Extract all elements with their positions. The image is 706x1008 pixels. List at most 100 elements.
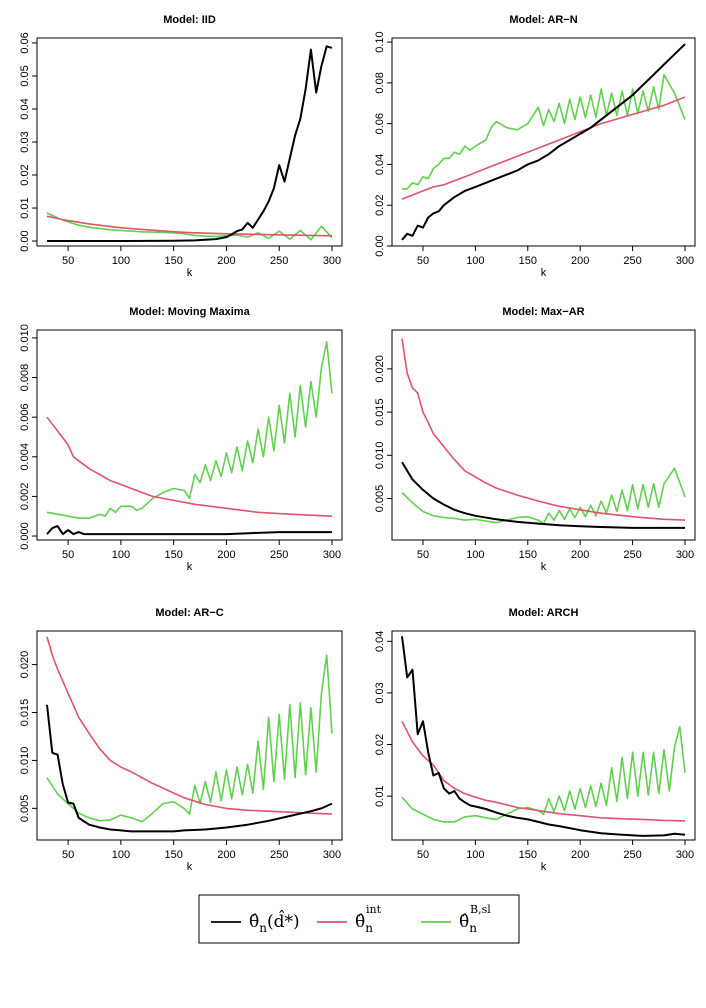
plot-frame <box>391 630 696 841</box>
x-axis-label: k <box>187 861 193 873</box>
y-tick-label: 0.020 <box>19 651 31 679</box>
y-tick-label: 0.008 <box>19 364 31 392</box>
y-tick-label: 0.04 <box>374 154 386 175</box>
y-tick-label: 0.02 <box>19 164 31 185</box>
series-line-red <box>46 215 333 237</box>
x-tick-label: 50 <box>417 549 429 561</box>
legend-label-black: θ̂n(d̂*) <box>249 910 300 935</box>
chart-panel-2: Model: AR−N 50 100 150 200 250 300 k 0.00 0.02 0.0… <box>374 14 696 279</box>
panel-title: Model: IID <box>163 14 216 26</box>
legend-sup-green: B,sl <box>470 903 491 916</box>
x-axis-label: k <box>541 267 547 279</box>
panel-title: Model: Max−AR <box>502 306 584 318</box>
plot-frame <box>36 37 343 247</box>
y-tick-label: 0.02 <box>374 195 386 216</box>
legend-label-green: θ̂n <box>459 912 477 935</box>
y-tick-label: 0.00 <box>19 230 31 251</box>
panel-title: Model: ARCH <box>509 607 579 619</box>
x-tick-label: 300 <box>323 255 341 267</box>
x-tick-label: 300 <box>323 849 341 861</box>
y-tick-label: 0.05 <box>19 65 31 86</box>
plot-frame <box>36 630 343 841</box>
x-tick-label: 100 <box>112 849 130 861</box>
series-line-red <box>46 636 333 815</box>
series-line-red <box>401 338 686 521</box>
x-tick-label: 300 <box>323 549 341 561</box>
y-tick-label: 0.004 <box>19 443 31 471</box>
series-line-black <box>46 704 333 833</box>
x-tick-label: 250 <box>270 549 288 561</box>
y-tick-label: 0.00 <box>374 235 386 256</box>
x-tick-label: 250 <box>623 255 641 267</box>
y-tick-label: 0.02 <box>374 734 386 755</box>
y-tick-label: 0.015 <box>19 699 31 727</box>
y-tick-label: 0.06 <box>19 32 31 53</box>
y-tick-label: 0.04 <box>374 631 386 652</box>
x-tick-label: 200 <box>571 549 589 561</box>
y-tick-label: 0.10 <box>374 31 386 52</box>
series-line-green <box>401 725 686 823</box>
y-tick-label: 0.06 <box>374 113 386 134</box>
x-tick-label: 200 <box>571 849 589 861</box>
y-tick-label: 0.010 <box>19 324 31 352</box>
x-tick-label: 100 <box>466 849 484 861</box>
y-tick-label: 0.03 <box>19 131 31 152</box>
series-line-black <box>401 636 686 837</box>
chart-panel-1: Model: IID 50 100 150 200 250 300 k 0.00 0.01 0.02… <box>19 14 343 279</box>
series-line-red <box>401 720 686 822</box>
x-tick-label: 50 <box>62 849 74 861</box>
x-tick-label: 150 <box>164 255 182 267</box>
x-tick-label: 150 <box>164 549 182 561</box>
x-tick-label: 300 <box>676 849 694 861</box>
x-axis-label: k <box>187 267 193 279</box>
x-axis-label: k <box>541 861 547 873</box>
x-tick-label: 250 <box>270 255 288 267</box>
y-tick-label: 0.04 <box>19 98 31 119</box>
series-line-green <box>401 467 686 525</box>
y-tick-label: 0.005 <box>19 795 31 823</box>
x-tick-label: 100 <box>466 255 484 267</box>
panel-title: Model: AR−N <box>509 14 577 26</box>
series-line-green <box>46 654 333 823</box>
x-tick-label: 200 <box>217 849 235 861</box>
x-tick-label: 200 <box>217 549 235 561</box>
x-tick-label: 50 <box>62 255 74 267</box>
series-line-red <box>46 416 333 517</box>
y-tick-label: 0.006 <box>19 403 31 431</box>
x-tick-label: 50 <box>417 849 429 861</box>
chart-panel-4: Model: Max−AR 50 100 150 200 250 300 k 0.005 0.01… <box>374 306 696 573</box>
x-tick-label: 50 <box>417 255 429 267</box>
y-tick-label: 0.020 <box>374 355 386 383</box>
legend-sup-red: int <box>366 903 382 916</box>
x-tick-label: 150 <box>519 255 537 267</box>
x-tick-label: 300 <box>676 549 694 561</box>
plot-frame <box>391 329 696 541</box>
panel-title: Model: AR−C <box>155 607 223 619</box>
series-line-black <box>401 43 686 241</box>
chart-panel-5: Model: AR−C 50 100 150 200 250 300 k 0.005 0.010 0… <box>19 607 343 873</box>
x-tick-label: 250 <box>623 849 641 861</box>
x-tick-label: 150 <box>519 549 537 561</box>
y-tick-label: 0.01 <box>374 785 386 806</box>
series-line-black <box>46 525 332 536</box>
panel-title: Model: Moving Maxima <box>129 306 250 318</box>
y-tick-label: 0.015 <box>374 398 386 426</box>
x-tick-label: 300 <box>676 255 694 267</box>
x-tick-label: 100 <box>112 549 130 561</box>
y-tick-label: 0.000 <box>19 522 31 550</box>
x-tick-label: 200 <box>571 255 589 267</box>
y-tick-label: 0.08 <box>374 72 386 93</box>
series-line-green <box>46 341 333 520</box>
x-axis-label: k <box>541 561 547 573</box>
plot-frame <box>36 329 343 541</box>
y-tick-label: 0.03 <box>374 682 386 703</box>
series-line-black <box>47 45 333 242</box>
y-tick-label: 0.002 <box>19 483 31 511</box>
x-tick-label: 50 <box>62 549 74 561</box>
legend-box <box>198 894 520 944</box>
legend-label-red: θ̂n <box>355 912 373 935</box>
y-tick-label: 0.01 <box>19 197 31 218</box>
y-tick-label: 0.010 <box>19 747 31 775</box>
